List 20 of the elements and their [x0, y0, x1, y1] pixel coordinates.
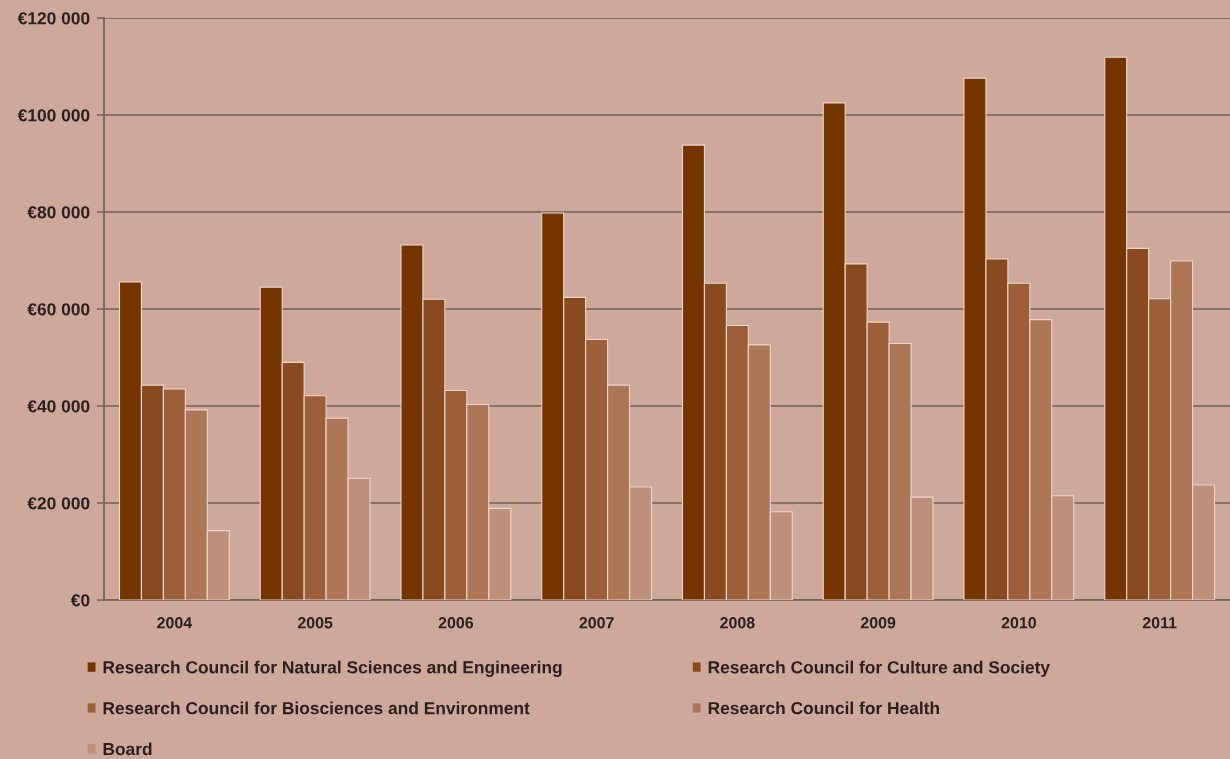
x-tick-label: 2006	[438, 617, 474, 629]
y-tick-label: €80 000	[27, 206, 90, 219]
x-tick-label: 2011	[1142, 617, 1177, 629]
x-tick-label: 2007	[579, 617, 614, 629]
legend-label: Research Council for Health	[708, 701, 939, 715]
x-tick-label: 2010	[1001, 617, 1036, 629]
x-tick-label: 2009	[860, 617, 896, 629]
x-tick-label: 2008	[720, 617, 755, 629]
y-tick-label: €0	[70, 594, 90, 607]
x-tick-label: 2004	[157, 617, 193, 629]
y-tick-label: €120 000	[17, 12, 90, 25]
y-tick-label: €20 000	[27, 497, 90, 510]
y-tick-label: €40 000	[27, 400, 90, 413]
y-tick-label: €60 000	[27, 303, 90, 316]
y-tick-label: €100 000	[17, 109, 90, 122]
legend-label: Board	[103, 742, 152, 756]
legend-label: Research Council for Natural Sciences and Engineering	[103, 660, 562, 677]
legend-label: Research Council for Biosciences and Environment	[103, 701, 530, 715]
x-tick-label: 2005	[297, 617, 333, 629]
legend-label: Research Council for Culture and Society	[708, 660, 1050, 677]
